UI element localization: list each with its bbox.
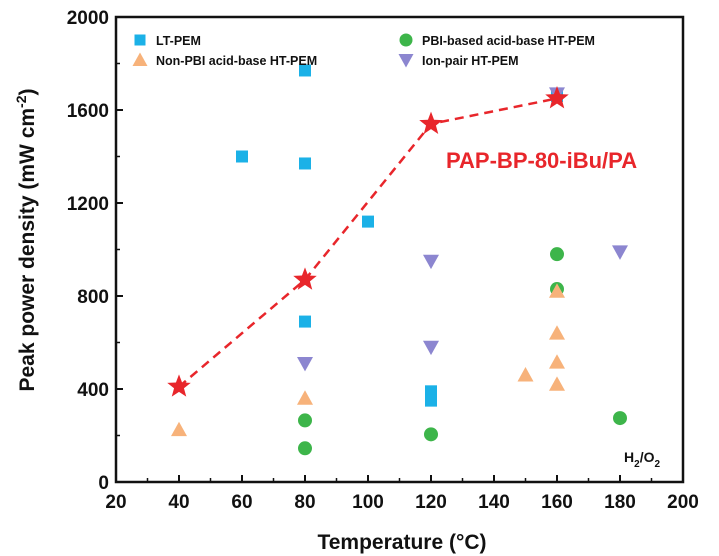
x-tick-label: 40 [168,492,189,513]
ion-pair-ht-pem-point [423,340,439,356]
lt-pem-point [236,150,248,163]
y-tick-label: 800 [77,287,109,308]
x-tick-label: 80 [294,492,315,513]
ion-pair-ht-pem-point [297,357,313,372]
x-axis-title: Temperature (°C) [317,531,486,554]
y-tick-label: 1600 [67,101,109,122]
pap-bp-80-ibu-pa-point [167,374,191,397]
lt-pem-point [425,394,437,407]
y-axis-title: Peak power density (mW cm-2) [13,88,39,391]
y-tick-label: 400 [77,380,109,401]
series-annotation: PAP-BP-80-iBu/PA [446,148,637,173]
ticks-layer: 20 40 60 80 100 120 140 160 180 20004008001200160… [67,8,699,513]
pap-bp-80-ibu-pa-point [293,267,317,290]
lt-pem-point [425,385,437,398]
series-layer [167,64,628,456]
lt-pem-point [299,157,311,170]
legend-marker-ion-pair-ht-pem [398,54,414,68]
ion-pair-ht-pem-point [423,254,439,270]
non-pbi-acid-base-ht-pem-point [549,376,565,391]
ion-pair-ht-pem-point [612,245,628,260]
non-pbi-acid-base-ht-pem-point [171,421,187,437]
pap-bp-80-ibu-pa-point [545,86,569,109]
y-tick-label: 1200 [67,194,109,215]
lt-pem-point [362,215,374,228]
x-tick-label: 200 [667,492,699,513]
legend-label-ion-pair-ht-pem: Ion-pair HT-PEM [422,54,519,68]
legend-label-pbi-based-acid-base-ht-pem: PBI-based acid-base HT-PEM [422,34,595,48]
pbi-based-acid-base-ht-pem-point [550,247,564,262]
legend-marker-lt-pem [134,34,146,46]
x-tick-label: 180 [604,492,636,513]
condition-annotation: H2/O2 [624,449,660,470]
lt-pem-point [299,64,311,77]
lt-pem-point [299,315,311,328]
non-pbi-acid-base-ht-pem-point [549,283,565,298]
non-pbi-acid-base-ht-pem-point [549,325,565,340]
legend-marker-pbi-based-acid-base-ht-pem [399,33,413,47]
pap-bp-80-ibu-pa-point [419,111,443,134]
non-pbi-acid-base-ht-pem-point [297,390,313,405]
x-tick-label: 160 [541,492,573,513]
x-tick-label: 20 [105,492,126,513]
y-tick-label: 0 [98,473,109,494]
pbi-based-acid-base-ht-pem-point [424,427,438,442]
legend-marker-non-pbi-acid-base-ht-pem [132,52,148,66]
non-pbi-acid-base-ht-pem-point [549,354,565,369]
pap-bp-80-ibu-pa-line [178,97,558,388]
legend-label-non-pbi-acid-base-ht-pem: Non-PBI acid-base HT-PEM [156,54,317,68]
pbi-based-acid-base-ht-pem-point [298,441,312,456]
x-tick-label: 140 [478,492,510,513]
pbi-based-acid-base-ht-pem-point [298,413,312,428]
pbi-based-acid-base-ht-pem-point [613,411,627,426]
y-tick-label: 2000 [67,8,109,29]
legend: LT-PEM PBI-based acid-base HT-PEM Non-PBI … [132,33,595,68]
x-tick-label: 100 [352,492,384,513]
non-pbi-acid-base-ht-pem-point [517,367,534,382]
legend-label-lt-pem: LT-PEM [156,34,201,48]
x-tick-label: 60 [231,492,252,513]
plot-frame [114,15,685,484]
x-tick-label: 120 [415,492,447,513]
